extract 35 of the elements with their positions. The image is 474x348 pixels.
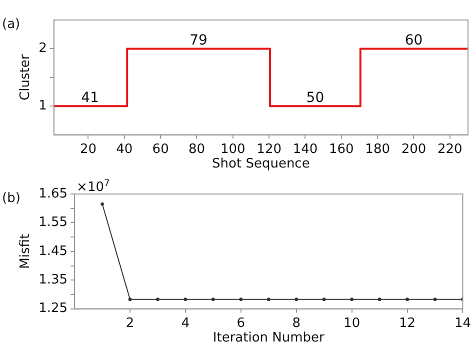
y-axis-title: Misfit xyxy=(18,234,34,269)
y-tick-label: 1 xyxy=(38,98,47,114)
annotation: 41 xyxy=(81,90,99,106)
x-tick-label: 2 xyxy=(126,316,134,331)
x-tick-label: 10 xyxy=(344,316,360,331)
y-tick-label: 1.25 xyxy=(38,301,68,316)
x-tick-label: 6 xyxy=(236,316,246,331)
x-tick-label: 80 xyxy=(188,142,206,157)
y-tick-label: 1.55 xyxy=(38,215,68,230)
y-tick-label: 1.35 xyxy=(38,272,68,288)
x-axis-title: Iteration Number xyxy=(212,330,326,346)
x-tick-label: 12 xyxy=(399,316,416,331)
x-tick-label: 140 xyxy=(292,142,318,157)
x-tick-label: 100 xyxy=(220,142,246,157)
x-tick-label: 160 xyxy=(328,142,354,157)
x-tick-label: 4 xyxy=(181,316,190,331)
annotation: 50 xyxy=(306,90,324,106)
x-tick-label: 60 xyxy=(152,142,169,157)
x-tick-label: 8 xyxy=(292,316,301,331)
x-tick-label: 120 xyxy=(256,142,282,157)
y-tick-label: 2 xyxy=(38,41,47,56)
annotation: 60 xyxy=(404,32,423,49)
y-tick-label: 1.65 xyxy=(38,186,68,202)
chart-title: (a) xyxy=(2,17,20,32)
y-tick-label: 1.45 xyxy=(38,244,68,259)
y-axis-title: Cluster xyxy=(18,54,34,100)
annotation: 79 xyxy=(190,32,208,49)
x-tick-label: 180 xyxy=(365,142,390,157)
x-tick-label: 20 xyxy=(80,142,97,157)
x-axis-title: Shot Sequence xyxy=(212,156,310,172)
x-tick-label: 220 xyxy=(438,142,462,157)
x-tick-label: 200 xyxy=(401,142,426,157)
x-tick-label: 14 xyxy=(454,316,471,331)
x-tick-label: 40 xyxy=(116,142,133,157)
chart-title: (b) xyxy=(2,191,20,206)
